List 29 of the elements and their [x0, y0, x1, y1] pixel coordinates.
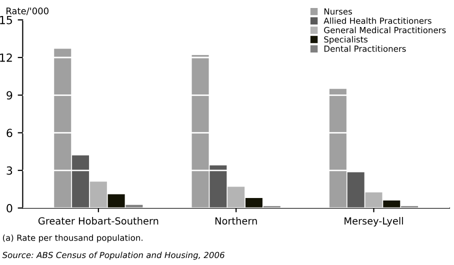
y-tick-label: 15 [0, 16, 12, 24]
bar [347, 172, 364, 208]
bar [210, 165, 227, 208]
y-tick-label: 12 [0, 53, 12, 62]
text: (a) Rate per thousand population. [2, 234, 142, 243]
y-tick-label: 9 [6, 91, 12, 100]
y-tick-label: 6 [6, 128, 12, 138]
bar [365, 192, 382, 208]
legend-label: Allied Health Practitioners [324, 17, 432, 24]
bar [192, 54, 209, 208]
source-note: Source: ABS Census of Population and Housing, 2006 [2, 252, 224, 260]
bar [108, 194, 125, 208]
legend-label: General Medical Practitioners [324, 26, 446, 34]
bar [90, 182, 107, 208]
bar [72, 155, 90, 208]
bar [329, 88, 346, 208]
bar [383, 200, 400, 208]
x-tick-label: Northern [215, 217, 257, 225]
legend-label: Dental Practitioners [324, 45, 406, 52]
bar [228, 186, 245, 208]
x-tick-label: Greater Hobart-Southern [38, 217, 158, 225]
legend-label: Nurses [324, 8, 352, 15]
legend-label: Specialists [324, 36, 368, 44]
y-tick-label: 3 [6, 166, 12, 175]
y-tick-label: 0 [6, 204, 12, 212]
y-axis-title: Rate/'000 [6, 8, 48, 16]
bar [245, 198, 262, 208]
x-tick-label: Mersey-Lyell [344, 217, 403, 226]
bar [54, 48, 72, 208]
